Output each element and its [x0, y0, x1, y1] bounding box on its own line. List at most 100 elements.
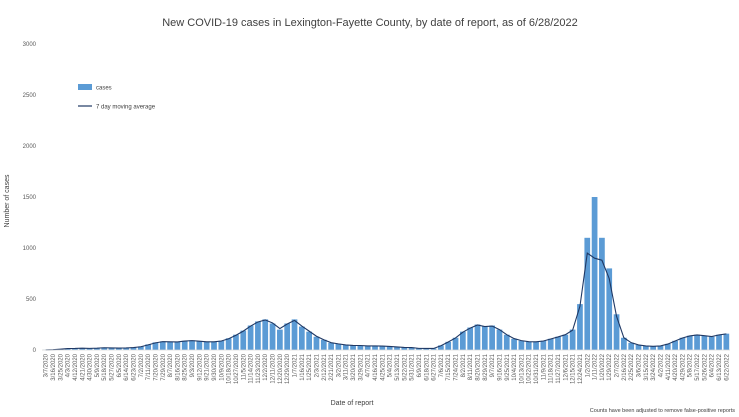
bar-cases — [599, 237, 605, 350]
x-tick-label: 8/16/2020 — [175, 353, 181, 380]
x-tick-label: 4/16/2021 — [373, 353, 379, 380]
bar-cases — [423, 348, 430, 350]
bar-cases — [503, 334, 510, 350]
bar-cases — [686, 335, 693, 350]
x-tick-label: 2/16/2022 — [622, 353, 628, 380]
x-tick-label: 10/31/2021 — [534, 353, 540, 384]
bar-cases — [672, 340, 678, 350]
bar-cases — [474, 324, 481, 350]
x-tick-label: 11/9/2021 — [541, 353, 547, 380]
legend-label-cases: cases — [96, 86, 112, 92]
x-tick-label: 4/2/2022 — [658, 353, 664, 377]
x-tick-label: 10/9/2020 — [219, 353, 225, 380]
bar-cases — [101, 347, 108, 350]
x-tick-label: 5/8/2022 — [688, 353, 694, 377]
x-tick-label: 3/16/2020 — [51, 353, 57, 380]
bar-cases — [650, 346, 656, 350]
x-tick-label: 12/11/2020 — [271, 353, 277, 383]
bar-cases — [372, 345, 378, 350]
x-tick-label: 8/11/2021 — [468, 353, 474, 380]
x-tick-label: 5/26/2022 — [702, 353, 708, 380]
x-tick-label: 2/3/2021 — [314, 353, 320, 377]
bar-cases — [416, 348, 422, 350]
x-tick-label: 6/27/2021 — [432, 353, 438, 380]
x-tick-label: 5/27/2020 — [110, 353, 116, 380]
x-tick-label: 10/27/2020 — [234, 353, 240, 384]
x-tick-label: 2/7/2022 — [615, 353, 621, 377]
bar-cases — [460, 331, 466, 350]
bar-cases — [269, 323, 276, 350]
bar-cases — [203, 341, 210, 350]
x-tick-label: 7/11/2020 — [146, 353, 152, 380]
bar-cases — [657, 345, 664, 350]
x-tick-label: 6/13/2022 — [717, 353, 723, 380]
x-tick-label: 5/18/2020 — [102, 353, 108, 380]
legend-swatch-cases — [78, 84, 92, 90]
x-tick-label: 4/25/2021 — [380, 353, 386, 380]
x-tick-label: 6/4/2022 — [710, 353, 716, 377]
bar-cases — [394, 346, 400, 350]
x-tick-label: 6/23/2020 — [131, 353, 137, 380]
bar-cases — [247, 325, 254, 350]
x-tick-label: 5/4/2021 — [388, 353, 394, 377]
x-tick-label: 11/5/2020 — [241, 353, 247, 380]
x-tick-label: 12/2/2020 — [263, 353, 269, 380]
bar-cases — [94, 347, 100, 350]
x-tick-label: 1/25/2021 — [307, 353, 313, 380]
bar-cases — [547, 338, 554, 350]
bar-cases — [481, 326, 488, 350]
legend-label-moving-average: 7 day moving average — [96, 105, 156, 111]
y-axis-label: Number of cases — [4, 174, 11, 227]
x-tick-label: 3/29/2021 — [358, 353, 364, 380]
bar-cases — [130, 347, 137, 350]
x-tick-label: 5/9/2020 — [95, 353, 101, 377]
bar-cases — [145, 344, 151, 350]
bar-cases — [225, 338, 232, 350]
bar-cases — [694, 334, 700, 350]
x-tick-label: 10/13/2021 — [519, 353, 525, 384]
x-tick-label: 3/24/2022 — [651, 353, 657, 380]
bar-cases — [445, 341, 452, 350]
x-tick-label: 1/20/2022 — [600, 353, 606, 380]
moving-average-line — [45, 252, 727, 351]
bar-cases — [262, 319, 269, 350]
bar-cases — [606, 268, 613, 350]
y-tick-label: 0 — [33, 348, 37, 354]
bar-cases — [438, 345, 444, 350]
x-tick-label: 3/20/2021 — [351, 353, 357, 380]
bar-cases — [181, 340, 188, 350]
x-tick-label: 7/24/2021 — [454, 353, 460, 380]
x-tick-label: 12/29/2020 — [285, 353, 291, 384]
bar-cases — [408, 347, 415, 350]
x-tick-label: 2/12/2021 — [322, 353, 328, 380]
x-tick-label: 12/20/2020 — [278, 353, 284, 384]
bar-cases — [518, 340, 525, 350]
bar-cases — [159, 341, 166, 350]
x-axis-ticks: 3/7/2020 3/16/2020 3/25/2020 4/3/2020 4/12/2… — [44, 353, 731, 384]
bar-cases — [467, 327, 474, 350]
bar-cases — [72, 348, 78, 350]
x-tick-label: 7/6/2021 — [439, 353, 445, 377]
x-tick-label: 4/3/2020 — [66, 353, 72, 377]
y-tick-label: 1500 — [23, 195, 37, 201]
bar-cases — [116, 347, 122, 350]
bar-cases — [716, 334, 722, 350]
y-tick-label: 2000 — [23, 144, 37, 150]
bar-cases — [233, 334, 239, 350]
x-tick-label: 3/25/2020 — [58, 353, 64, 380]
x-tick-label: 10/4/2021 — [512, 353, 518, 380]
x-tick-label: 8/20/2021 — [475, 353, 481, 380]
x-tick-label: 6/5/2020 — [117, 353, 123, 377]
bar-cases — [577, 304, 583, 350]
bar-cases — [628, 342, 635, 350]
x-tick-label: 10/18/2020 — [227, 353, 233, 384]
bar-cases — [723, 333, 730, 350]
x-tick-label: 4/12/2020 — [73, 353, 79, 380]
bar-cases — [430, 348, 437, 350]
bar-cases — [255, 321, 261, 350]
x-tick-label: 4/11/2022 — [666, 353, 672, 380]
x-tick-label: 6/14/2020 — [124, 353, 130, 380]
x-tick-label: 1/29/2022 — [607, 353, 613, 380]
legend: cases 7 day moving average — [78, 84, 156, 111]
